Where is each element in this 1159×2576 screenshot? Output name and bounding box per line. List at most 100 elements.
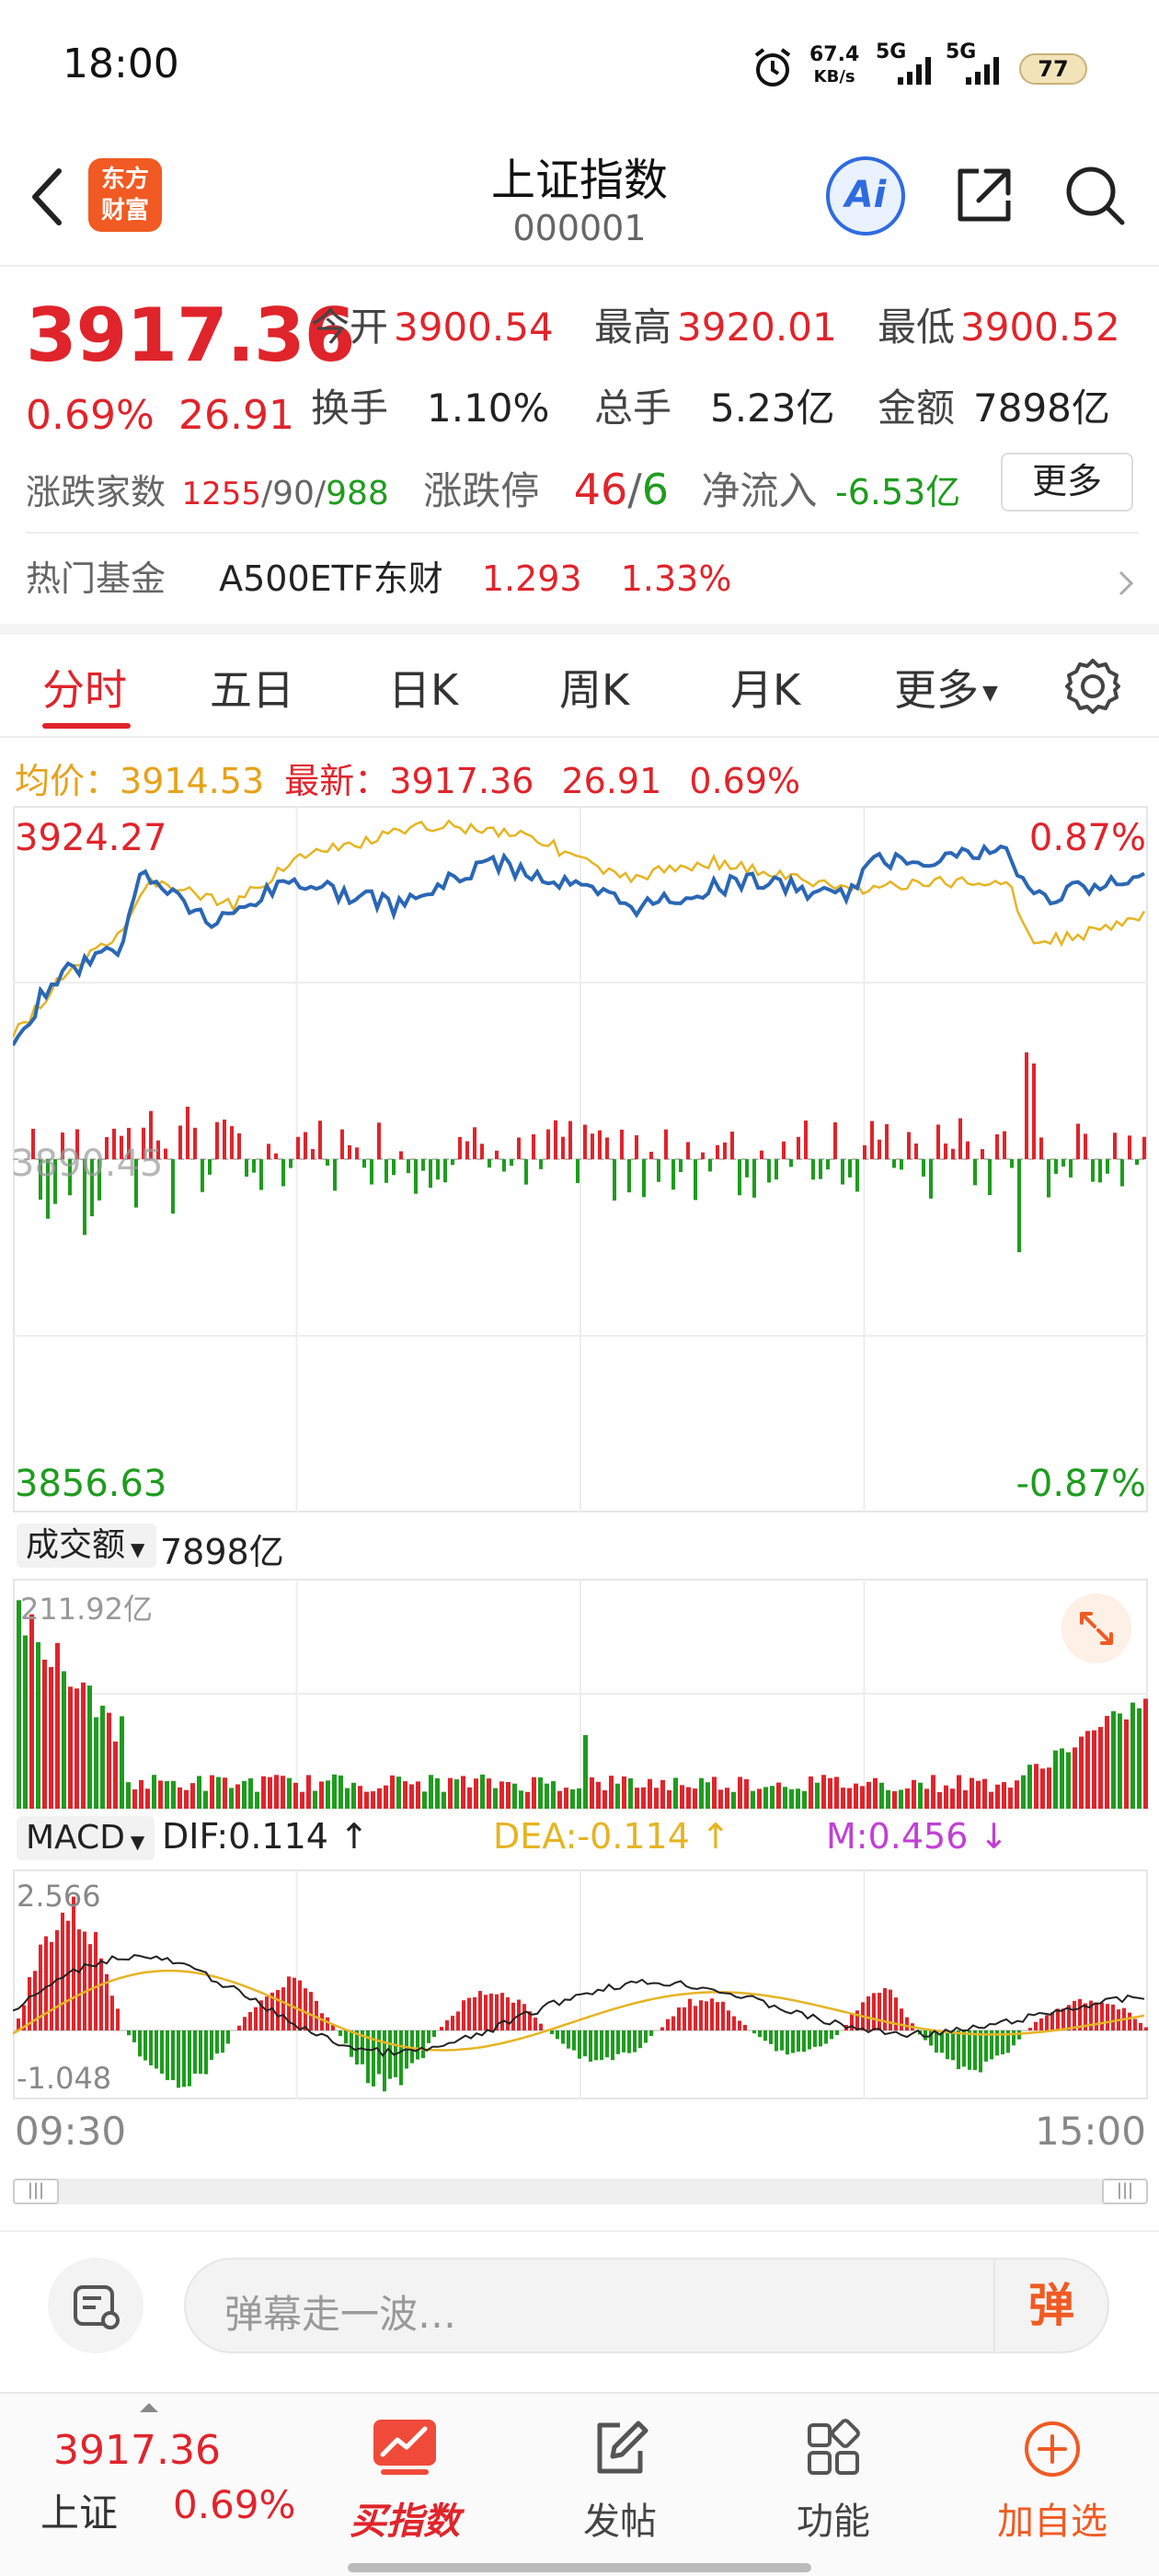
- sentiment-bar: [797, 1136, 800, 1159]
- volume-bar: [821, 1775, 826, 1809]
- scroll-handle-right[interactable]: |||: [1102, 2179, 1148, 2204]
- volume-chart[interactable]: [13, 1579, 1148, 1809]
- volume-bar: [126, 1782, 131, 1809]
- expand-button[interactable]: [1061, 1593, 1131, 1663]
- volume-bar: [306, 1775, 311, 1809]
- hot-fund-row[interactable]: 热门基金 A500ETF东财 1.293 1.33%: [26, 558, 732, 599]
- volume-bar: [667, 1789, 671, 1809]
- ai-assistant-button[interactable]: Ai: [826, 156, 905, 236]
- tab-weekly-k[interactable]: 周K: [559, 665, 630, 715]
- nav-index-pct[interactable]: 0.69%: [173, 2482, 296, 2527]
- volume-bar: [738, 1777, 742, 1809]
- time-axis-end: 15:00: [1034, 2109, 1146, 2154]
- indicator-selector-macd[interactable]: MACD ▼: [17, 1816, 155, 1860]
- macd-bar: [786, 2030, 789, 2055]
- macd-bar: [600, 2030, 603, 2061]
- macd-bar: [962, 2030, 966, 2067]
- macd-bar: [399, 2030, 403, 2086]
- volume-bar: [87, 1685, 92, 1809]
- scroll-handle-left[interactable]: |||: [13, 2179, 59, 2204]
- dropdown-icon: ▼: [982, 682, 998, 705]
- volume-bar: [538, 1777, 543, 1809]
- tab-more[interactable]: 更多 ▼: [894, 665, 998, 715]
- volume-bar: [94, 1717, 98, 1809]
- sentiment-bar: [215, 1121, 219, 1159]
- signal-1-label: 5G: [876, 40, 907, 63]
- open-stat: 今开 3900.54: [311, 305, 554, 350]
- share-icon[interactable]: [947, 158, 1021, 232]
- sentiment-bar: [598, 1130, 602, 1159]
- sentiment-bar: [510, 1159, 513, 1167]
- nav-buy-index[interactable]: 买指数: [331, 2409, 478, 2565]
- macd-bar: [594, 2030, 598, 2061]
- sentiment-bar: [1025, 1052, 1028, 1159]
- nav-add-watchlist[interactable]: 加自选: [979, 2409, 1126, 2565]
- time-scrollbar[interactable]: ||| |||: [13, 2179, 1148, 2204]
- macd-bar: [605, 2030, 609, 2058]
- macd-bar: [215, 2030, 219, 2054]
- macd-bar: [534, 2018, 537, 2030]
- volume-bar: [545, 1783, 549, 1809]
- volume-bar: [815, 1782, 820, 1809]
- sentiment-bar: [39, 1159, 42, 1200]
- chevron-right-icon[interactable]: [1113, 565, 1141, 602]
- sentiment-bar: [819, 1159, 822, 1179]
- sentiment-bar: [267, 1144, 270, 1159]
- macd-bar: [738, 2020, 741, 2030]
- macd-bar: [716, 2002, 719, 2030]
- tab-monthly-k[interactable]: 月K: [730, 665, 801, 715]
- volume-bar: [1085, 1731, 1090, 1809]
- macd-bar: [677, 2007, 681, 2030]
- danmu-input[interactable]: 弹幕走一波… 弹: [184, 2258, 1109, 2353]
- indicator-selector-amount[interactable]: 成交额 ▼: [17, 1524, 156, 1568]
- settings-gear-icon[interactable]: [1061, 655, 1124, 718]
- nav-functions[interactable]: 功能: [760, 2409, 907, 2565]
- macd-bar: [727, 2010, 730, 2030]
- apps-grid-icon: [808, 2419, 860, 2475]
- sentiment-bar: [392, 1159, 396, 1176]
- macd-bar: [339, 2030, 342, 2037]
- intraday-chart[interactable]: [13, 806, 1148, 1512]
- macd-bar: [721, 2001, 725, 2030]
- volume-bar: [178, 1787, 182, 1809]
- macd-bar: [671, 2016, 675, 2030]
- nav-post[interactable]: 发帖: [546, 2409, 694, 2565]
- volume-bar: [384, 1785, 388, 1809]
- volume-bar: [648, 1778, 652, 1809]
- macd-bar: [421, 2030, 425, 2059]
- macd-bar: [478, 1991, 482, 2030]
- macd-bar: [1089, 2000, 1093, 2030]
- volume-bar: [403, 1781, 407, 1809]
- macd-bar: [281, 1987, 285, 2030]
- volume-bar: [970, 1777, 974, 1809]
- macd-bar: [855, 2010, 859, 2030]
- volume-bar: [609, 1776, 614, 1809]
- macd-chart[interactable]: [13, 1869, 1148, 2099]
- sentiment-bar: [1106, 1159, 1109, 1174]
- macd-bar: [427, 2030, 430, 2043]
- nav-index-price[interactable]: 3917.36: [53, 2427, 221, 2474]
- volume-bar: [918, 1782, 923, 1809]
- macd-bar: [1039, 2018, 1043, 2030]
- search-icon[interactable]: [1058, 158, 1131, 232]
- comment-settings-button[interactable]: [48, 2258, 143, 2353]
- more-stats-button[interactable]: 更多: [1001, 453, 1133, 512]
- danmu-toggle-button[interactable]: 弹: [993, 2260, 1107, 2352]
- tab-five-day[interactable]: 五日: [210, 665, 294, 715]
- macd-dea: DEA:-0.114 ↑: [493, 1816, 730, 1857]
- volume-bar: [1098, 1727, 1103, 1809]
- sentiment-bar: [1010, 1159, 1014, 1168]
- volume-bar: [42, 1659, 47, 1809]
- macd-bar: [752, 2030, 756, 2034]
- tab-intraday[interactable]: 分时: [42, 665, 127, 715]
- back-arrow-icon[interactable]: [22, 160, 77, 234]
- nav-index-name[interactable]: 上证: [40, 2490, 119, 2536]
- sentiment-bar: [642, 1159, 646, 1198]
- macd-bar: [683, 2007, 686, 2030]
- macd-bar: [627, 2030, 631, 2053]
- sentiment-bar: [539, 1159, 543, 1169]
- volume-bar: [789, 1788, 794, 1809]
- macd-bar: [1095, 2002, 1098, 2030]
- macd-bar: [315, 2000, 318, 2030]
- tab-daily-k[interactable]: 日K: [388, 665, 459, 715]
